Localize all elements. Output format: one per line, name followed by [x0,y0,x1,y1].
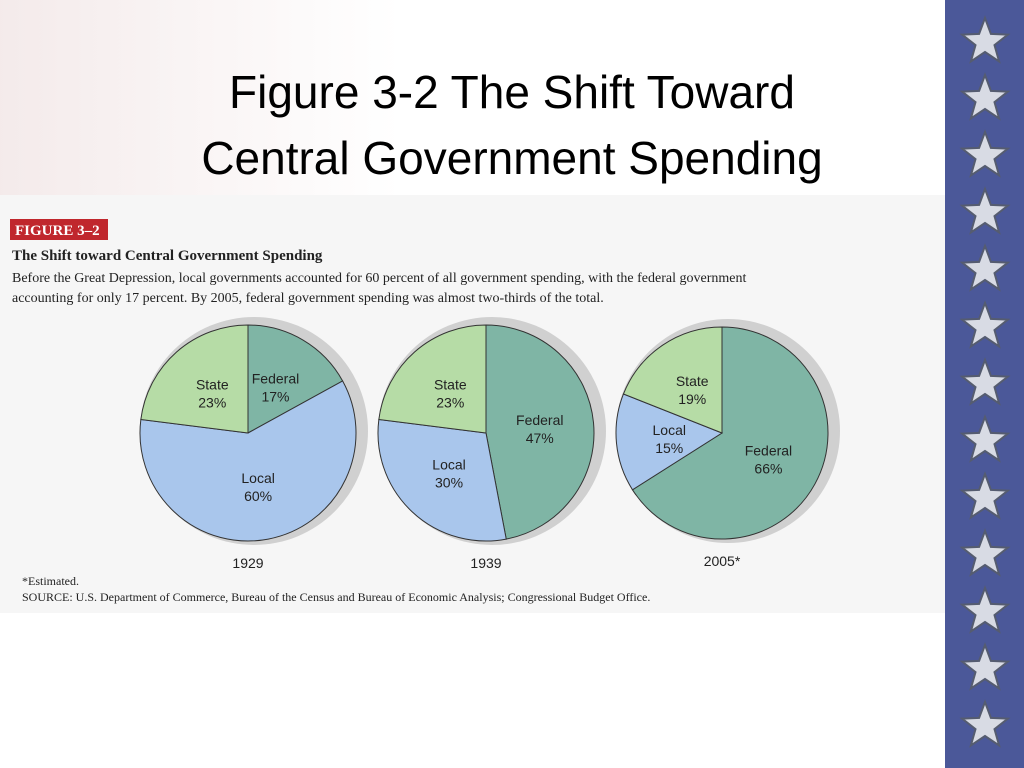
pie-slice [615,393,724,491]
pie-slice [622,326,723,434]
flag-background [0,0,400,195]
pie-title: 1939 [470,555,501,571]
star [959,699,1011,748]
pie-slice [377,418,507,542]
slice-value-label: 30% [435,474,463,490]
pie-slice [140,324,249,434]
pie-slice [378,324,487,434]
pie-slice [139,380,357,542]
slice-value-label: 47% [526,430,554,446]
star [959,471,1011,520]
figure-title: The Shift toward Central Government Spen… [12,248,323,264]
figure-label: FIGURE 3–2 [15,223,100,239]
slide-title: Central Government Spending [201,132,822,184]
pie-slice [631,326,829,540]
figure-label-box [10,219,108,240]
slice-value-label: 60% [244,488,272,504]
pie-title: 1929 [232,555,263,571]
star [959,528,1011,577]
slice-category: Local [432,456,465,472]
star [959,642,1011,691]
star [959,129,1011,178]
source: SOURCE: U.S. Department of Commerce, Bur… [22,590,650,604]
pie-slice [247,324,344,434]
pie-title: 2005* [704,553,741,569]
slice-category: Local [241,470,274,486]
star [959,300,1011,349]
star [959,357,1011,406]
star [959,72,1011,121]
stars [959,15,1011,748]
slice-value-label: 23% [198,394,226,410]
slice-value-label: 19% [678,391,706,407]
slice-value-label: 17% [261,389,289,405]
star [959,585,1011,634]
slice-category: State [434,376,467,392]
slice-category: State [196,376,229,392]
slice-value-label: 66% [754,461,782,477]
figure-description: accounting for only 17 percent. By 2005,… [12,291,604,306]
slice-category: Federal [252,371,299,387]
slice-category: Federal [516,412,563,428]
star [959,243,1011,292]
footnote: *Estimated. [22,574,79,588]
figure-description: Before the Great Depression, local gover… [12,271,746,286]
slice-value-label: 15% [655,440,683,456]
pie-slice [485,324,595,540]
slice-category: Federal [745,443,792,459]
slice-value-label: 23% [436,394,464,410]
slice-category: State [676,373,709,389]
star [959,414,1011,463]
star [959,15,1011,64]
slice-category: Local [653,422,686,438]
star [959,186,1011,235]
slide-title: Figure 3-2 The Shift Toward [229,66,795,118]
